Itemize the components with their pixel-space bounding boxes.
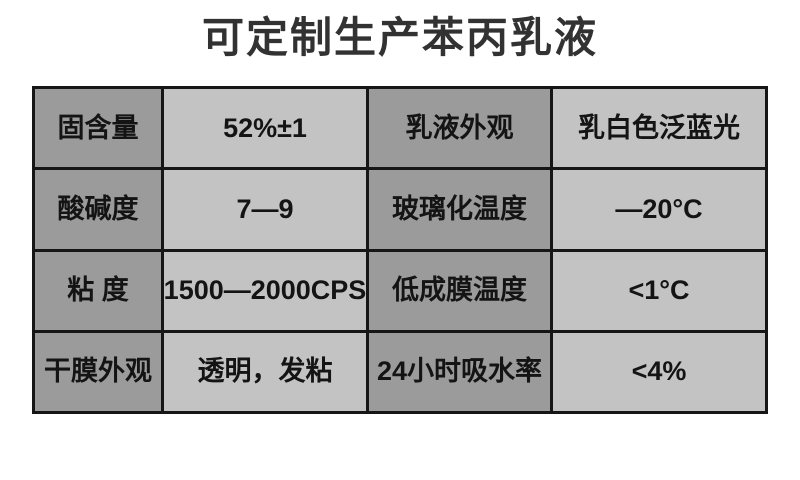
spec-label-water-absorption-24h: 24小时吸水率	[369, 332, 550, 411]
spec-label-glass-transition-temp: 玻璃化温度	[369, 170, 550, 249]
spec-label-emulsion-appearance: 乳液外观	[369, 89, 550, 168]
page-title: 可定制生产苯丙乳液	[201, 14, 598, 61]
spec-value-emulsion-appearance: 乳白色泛蓝光	[553, 89, 765, 168]
spec-value-ph-value: 7—9	[164, 170, 366, 249]
spec-label-min-film-forming-temp: 低成膜温度	[369, 251, 550, 330]
spec-value-glass-transition-temp: —20°C	[553, 170, 765, 249]
spec-value-water-absorption-24h: <4%	[553, 332, 765, 411]
spec-value-viscosity: 1500—2000CPS	[164, 251, 366, 330]
spec-label-ph-value: 酸碱度	[35, 170, 161, 249]
spec-value-dry-film-appearance: 透明，发粘	[164, 332, 366, 411]
spec-label-dry-film-appearance: 干膜外观	[35, 332, 161, 411]
spec-table: 固含量 52%±1 乳液外观 乳白色泛蓝光 酸碱度 7—9 玻璃化温度 —20°…	[32, 86, 768, 414]
spec-value-min-film-forming-temp: <1°C	[553, 251, 765, 330]
spec-label-solid-content: 固含量	[35, 89, 161, 168]
spec-value-solid-content: 52%±1	[164, 89, 366, 168]
spec-label-viscosity: 粘 度	[35, 251, 161, 330]
